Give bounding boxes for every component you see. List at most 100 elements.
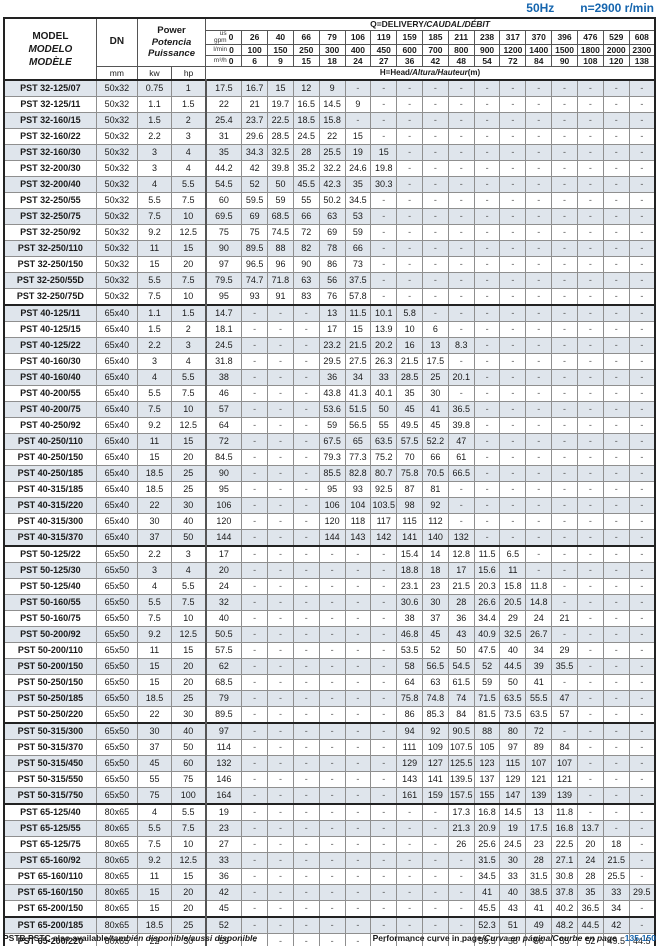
head-cell: 13 bbox=[525, 803, 553, 821]
head-cell: 34 bbox=[344, 369, 372, 386]
us-gpm-column-value: 119 bbox=[370, 30, 398, 45]
model-cell: PST 65-160/92 bbox=[3, 852, 97, 869]
head-cell: - bbox=[267, 594, 294, 611]
table-row: PST 65-160/110 80x65 11 15 36- - - - - - - - -34.5 33… bbox=[3, 868, 656, 885]
head-cell: 58 bbox=[396, 658, 423, 675]
kw-cell: 18.5 bbox=[136, 916, 173, 934]
head-cell: 105 bbox=[473, 739, 501, 756]
model-cell: PST 32-250/92 bbox=[3, 224, 97, 241]
head-cell: - bbox=[576, 160, 604, 177]
us-gpm-zero-cell: us gpm 0 bbox=[205, 30, 243, 45]
head-cell: - bbox=[422, 256, 449, 273]
head-cell: - bbox=[628, 513, 656, 530]
head-cell: - bbox=[370, 658, 398, 675]
head-cell: - bbox=[370, 545, 398, 563]
head-cell: - bbox=[447, 240, 475, 257]
l-min-column-value: 2000 bbox=[602, 44, 630, 56]
head-cell: 19.8 bbox=[370, 160, 398, 177]
model-cell: PST 40-200/75 bbox=[3, 401, 97, 418]
head-cell: - bbox=[628, 626, 656, 643]
head-cell: - bbox=[551, 497, 578, 514]
head-cell: - bbox=[499, 433, 527, 450]
head-cell: - bbox=[422, 868, 449, 885]
head-cell: - bbox=[499, 79, 527, 97]
head-cell: 54.5 bbox=[447, 658, 475, 675]
head-cell: - bbox=[422, 288, 449, 306]
head-cell: 53 bbox=[344, 208, 372, 225]
dn-cell: 50x32 bbox=[95, 79, 138, 97]
head-cell: - bbox=[344, 722, 372, 740]
head-cell: 19 bbox=[499, 820, 527, 837]
head-cell: - bbox=[576, 224, 604, 241]
head-cell: 35 bbox=[204, 144, 243, 161]
table-row: PST 50-160/75 65x50 7.5 10 40- - - - - -38 37 36 34.… bbox=[3, 610, 656, 627]
kw-cell: 3 bbox=[136, 562, 173, 579]
head-cell: - bbox=[602, 787, 630, 805]
head-cell: - bbox=[576, 610, 604, 627]
head-cell: 144 bbox=[318, 529, 346, 547]
head-cell: - bbox=[525, 497, 553, 514]
table-row: PST 50-200/92 65x50 9.2 12.5 50.5- - - - - -46.8 4… bbox=[3, 626, 656, 643]
head-cell: - bbox=[267, 820, 294, 837]
head-cell: 144 bbox=[204, 529, 243, 547]
head-cell: - bbox=[499, 337, 527, 354]
head-cell: - bbox=[551, 144, 578, 161]
head-cell: - bbox=[447, 900, 475, 918]
table-row: PST 65-200/220 80x65 22 30 59- - - - - - - - -59.5 58… bbox=[3, 933, 656, 946]
dn-cell: 65x40 bbox=[95, 465, 138, 482]
head-cell: 39.8 bbox=[267, 160, 294, 177]
head-cell: - bbox=[602, 176, 630, 193]
head-cell: - bbox=[396, 176, 423, 193]
head-cell: - bbox=[576, 481, 604, 498]
dn-cell: 80x65 bbox=[95, 916, 138, 934]
m3-h-column-value: 9 bbox=[267, 55, 294, 67]
head-cell: 44.2 bbox=[204, 160, 243, 177]
head-cell: 15.4 bbox=[396, 545, 423, 563]
head-cell: 97 bbox=[204, 256, 243, 273]
head-cell: - bbox=[576, 722, 604, 740]
head-cell: - bbox=[447, 868, 475, 885]
head-cell: 146 bbox=[204, 771, 243, 788]
head-cell: - bbox=[628, 755, 656, 772]
head-cell: 40.9 bbox=[473, 626, 501, 643]
table-row: PST 65-160/92 80x65 9.2 12.5 33- - - - - - - - -31.5… bbox=[3, 852, 656, 869]
head-cell: 24 bbox=[525, 610, 553, 627]
head-cell: 63 bbox=[318, 208, 346, 225]
head-cell: - bbox=[551, 208, 578, 225]
head-cell: - bbox=[551, 192, 578, 209]
kw-cell: 11 bbox=[136, 868, 173, 885]
head-cell: 52 bbox=[204, 916, 243, 934]
head-cell: 24.5 bbox=[499, 836, 527, 853]
head-cell: 20.1 bbox=[447, 369, 475, 386]
head-cell: - bbox=[267, 900, 294, 918]
head-cell: 73.5 bbox=[499, 706, 527, 724]
kw-cell: 15 bbox=[136, 256, 173, 273]
head-cell: 41 bbox=[422, 401, 449, 418]
model-cell: PST 40-250/185 bbox=[3, 465, 97, 482]
head-cell: 60 bbox=[204, 192, 243, 209]
head-cell: - bbox=[241, 545, 269, 563]
head-cell: - bbox=[499, 449, 527, 466]
head-cell: 26.3 bbox=[370, 353, 398, 370]
table-row: PST 65-200/150 80x65 15 20 45- - - - - - - - -45.5 43… bbox=[3, 900, 656, 918]
hp-cell: 1.5 bbox=[170, 96, 207, 113]
model-cell: PST 50-315/370 bbox=[3, 739, 97, 756]
head-cell: 57.8 bbox=[344, 288, 372, 306]
head-cell: - bbox=[473, 79, 501, 97]
head-cell: 46.8 bbox=[396, 626, 423, 643]
head-cell: - bbox=[602, 755, 630, 772]
head-cell: - bbox=[551, 160, 578, 177]
head-cell: 139 bbox=[551, 787, 578, 805]
hp-cell: 12.5 bbox=[170, 417, 207, 434]
head-cell: - bbox=[628, 787, 656, 805]
hp-cell: 5.5 bbox=[170, 578, 207, 595]
head-cell: 69 bbox=[241, 208, 269, 225]
head-cell: 49 bbox=[525, 916, 553, 934]
head-cell: - bbox=[628, 852, 656, 869]
head-cell: 28 bbox=[576, 868, 604, 885]
head-cell: 143 bbox=[396, 771, 423, 788]
head-cell: - bbox=[267, 529, 294, 547]
head-cell: - bbox=[525, 417, 553, 434]
head-cell: - bbox=[602, 674, 630, 691]
model-cell: PST 40-250/92 bbox=[3, 417, 97, 434]
